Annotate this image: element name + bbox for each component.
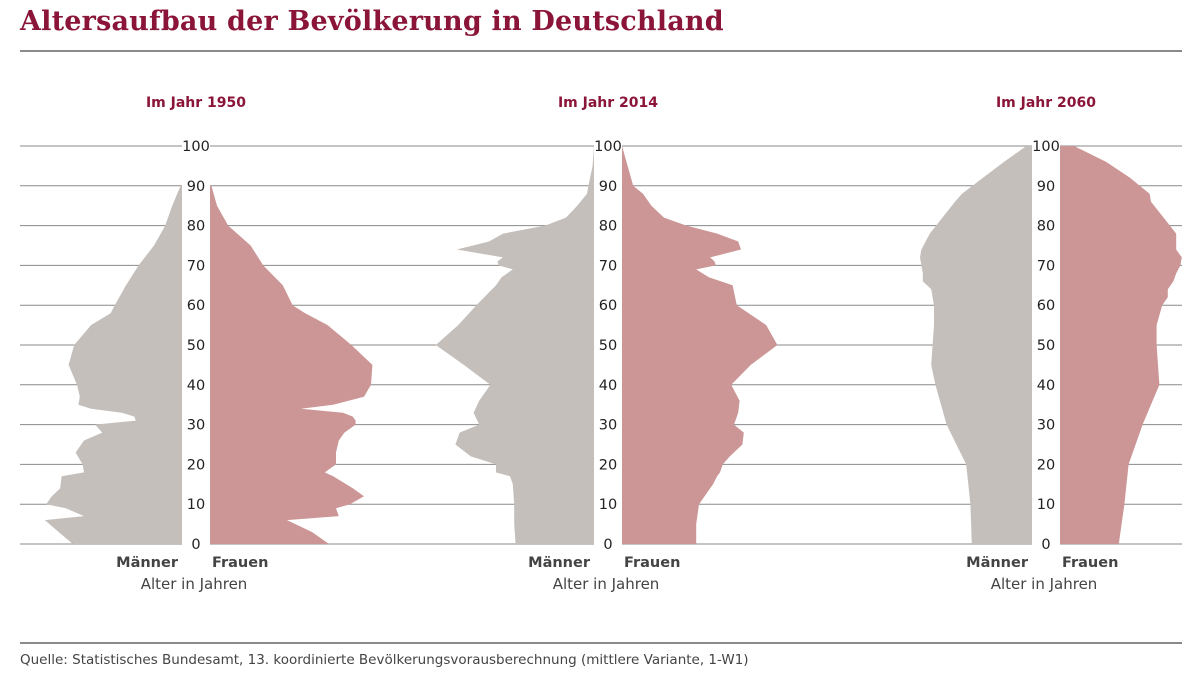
age-tick-label: 70 (599, 258, 617, 274)
pyramid-1: 0 10 20 30 40 50 60 70 80 90 100 Im Jahr 1950 Männer… (44, 95, 373, 593)
women-area (1060, 146, 1182, 544)
age-tick-label: 100 (182, 139, 210, 155)
men-area (44, 185, 182, 545)
age-tick-label: 100 (1032, 139, 1060, 155)
age-tick-label: 80 (599, 219, 617, 235)
age-tick-label: 80 (187, 219, 205, 235)
page-title: Altersaufbau der Bevölkerung in Deutschl… (20, 6, 724, 37)
age-tick-label: 30 (187, 418, 205, 434)
age-tick-label: 90 (187, 179, 205, 195)
age-tick-label: 70 (187, 258, 205, 274)
age-tick-label: 20 (187, 457, 205, 473)
age-axis-label: Alter in Jahren (141, 575, 248, 593)
age-tick-label: 10 (599, 497, 617, 513)
label-men: Männer (528, 555, 591, 571)
age-tick-label: 0 (191, 537, 200, 553)
age-tick-label: 50 (1037, 338, 1055, 354)
age-tick-label: 60 (187, 298, 205, 314)
pyramid-title: Im Jahr 2014 (558, 95, 658, 111)
source-note: Quelle: Statistisches Bundesamt, 13. koo… (20, 652, 749, 668)
age-tick-label: 30 (599, 418, 617, 434)
age-tick-label: 10 (1037, 497, 1055, 513)
age-tick-label: 40 (1037, 378, 1055, 394)
age-tick-label: 20 (599, 457, 617, 473)
age-axis-label: Alter in Jahren (553, 575, 660, 593)
pyramid-3: 0 10 20 30 40 50 60 70 80 90 100 Im Jahr 2060 Männer… (920, 95, 1182, 593)
age-tick-label: 70 (1037, 258, 1055, 274)
men-area (435, 146, 594, 544)
age-tick-label: 100 (594, 139, 622, 155)
pyramid-title: Im Jahr 2060 (996, 95, 1096, 111)
age-axis-label: Alter in Jahren (991, 575, 1098, 593)
label-men: Männer (116, 555, 179, 571)
age-tick-label: 50 (599, 338, 617, 354)
label-women: Frauen (1062, 555, 1118, 571)
pyramid-title: Im Jahr 1950 (146, 95, 246, 111)
age-tick-label: 40 (599, 378, 617, 394)
label-men: Männer (966, 555, 1029, 571)
age-tick-label: 0 (603, 537, 612, 553)
age-tick-label: 40 (187, 378, 205, 394)
footer-divider (20, 642, 1182, 644)
women-area (622, 146, 778, 544)
age-tick-label: 90 (599, 179, 617, 195)
age-tick-label: 20 (1037, 457, 1055, 473)
age-tick-label: 30 (1037, 418, 1055, 434)
label-women: Frauen (212, 555, 268, 571)
age-tick-label: 50 (187, 338, 205, 354)
men-area (920, 146, 1032, 544)
age-tick-label: 80 (1037, 219, 1055, 235)
title-divider (20, 50, 1182, 52)
pyramid-2: 0 10 20 30 40 50 60 70 80 90 100 Im Jahr 2014 Männer… (435, 95, 778, 593)
age-tick-label: 60 (599, 298, 617, 314)
label-women: Frauen (624, 555, 680, 571)
age-tick-label: 10 (187, 497, 205, 513)
age-tick-label: 0 (1041, 537, 1050, 553)
women-area (210, 185, 373, 545)
age-tick-label: 90 (1037, 179, 1055, 195)
age-tick-label: 60 (1037, 298, 1055, 314)
